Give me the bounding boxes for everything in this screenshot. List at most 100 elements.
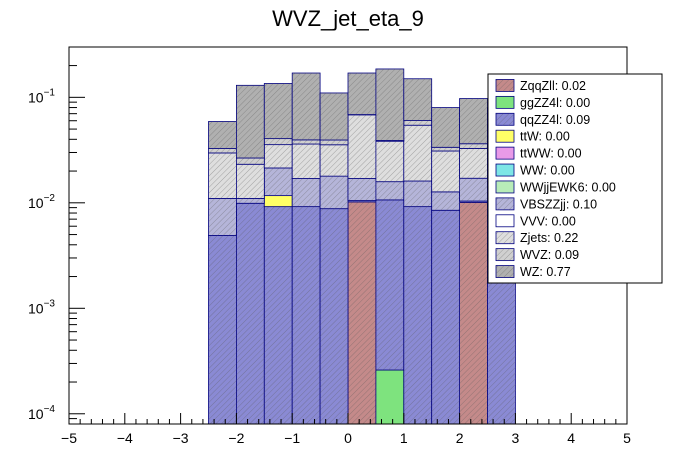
bar-hatch: [264, 138, 293, 145]
bar-hatch: [236, 164, 265, 199]
bar-fill: [375, 369, 405, 425]
x-tick-label: 4: [567, 430, 575, 446]
bar-wvz-bin-1: [235, 157, 265, 165]
legend-box: [487, 73, 663, 284]
bar-hatch: [403, 120, 432, 126]
bar-wz-bin-9: [459, 98, 488, 145]
bar-wvz-bin-7: [403, 120, 433, 126]
bar-zjets-bin-2: [263, 144, 293, 169]
bar-wz-bin-1: [235, 84, 265, 159]
bar-hatch: [320, 208, 348, 424]
legend-swatch: [495, 129, 515, 143]
legend-label: ttWW: 0.00: [520, 147, 582, 161]
legend-entry: WW: 0.00: [495, 163, 575, 178]
bar-hatch: [348, 201, 376, 424]
y-tick-label: 10−3: [28, 298, 55, 316]
legend-entry: ggZZ4l: 0.00: [495, 95, 590, 110]
legend-swatch: [495, 214, 515, 228]
legend-label: VVV: 0.00: [520, 214, 576, 228]
legend-label: qqZZ4l: 0.09: [520, 113, 590, 127]
legend-entry: ZqqZll: 0.02: [495, 79, 586, 93]
bar-qqzz4l-bin-7: [403, 206, 433, 425]
bar-hatch: [208, 198, 237, 236]
bar-hatch: [431, 150, 460, 192]
bar-hatch: [403, 206, 432, 424]
bar-hatch: [208, 148, 237, 153]
bar-hatch: [459, 178, 488, 202]
bar-wz-bin-3: [291, 72, 321, 141]
bar-wvz-bin-8: [431, 146, 461, 152]
legend-swatch-hatch: [496, 197, 514, 210]
bar-vbszzjj-bin-6: [375, 181, 405, 201]
bar-wz-bin-2: [263, 83, 293, 140]
bar-vbszzjj-bin-7: [403, 180, 433, 208]
bar-qqzz4l-bin-4: [319, 208, 349, 425]
x-tick-label: −2: [228, 430, 244, 446]
bar-vbszzjj-bin-8: [431, 191, 461, 211]
bar-hatch: [459, 148, 488, 179]
bar-hatch: [403, 125, 432, 181]
bar-hatch: [292, 144, 321, 179]
bar-hatch: [375, 199, 404, 371]
legend-label: WVZ: 0.09: [520, 248, 579, 262]
bar-qqzz4l-bin-1: [235, 202, 265, 425]
bar-hatch: [320, 92, 348, 140]
legend-entry: VVV: 0.00: [495, 214, 576, 228]
bar-zjets-bin-4: [319, 144, 349, 177]
bar-wz-bin-6: [375, 68, 405, 141]
legend-entry: qqZZ4l: 0.09: [495, 113, 590, 127]
bar-hatch: [459, 202, 488, 424]
legend-entry: WVZ: 0.09: [495, 248, 579, 262]
bar-wvz-bin-9: [459, 143, 488, 149]
x-tick-label: −4: [117, 430, 133, 446]
legend-swatch: [495, 180, 515, 194]
bar-qqzz4l-bin-6: [375, 199, 405, 371]
bar-zjets-bin-8: [431, 150, 461, 193]
bar-vbszzjj-bin-9: [459, 177, 488, 202]
bar-hatch: [208, 152, 237, 199]
legend-label: ggZZ4l: 0.00: [520, 96, 590, 110]
bar-qqzz4l-bin-3: [291, 206, 321, 425]
bar-zjets-bin-6: [375, 140, 405, 183]
bar-vbszzjj-bin-5: [347, 178, 377, 201]
bar-hatch: [320, 144, 348, 177]
y-tick-label: 10−2: [28, 193, 55, 211]
bar-zjets-bin-5: [347, 114, 377, 179]
bar-qqzz4l-bin-2: [263, 206, 293, 425]
bar-hatch: [264, 83, 293, 139]
bar-wvz-bin-4: [319, 139, 349, 146]
bar-hatch: [348, 178, 376, 201]
bar-hatch: [431, 147, 460, 151]
legend-label: ZqqZll: 0.02: [520, 79, 586, 93]
bar-hatch: [236, 85, 265, 158]
legend-swatch: [495, 163, 515, 177]
bar-vbszzjj-bin-4: [319, 175, 349, 210]
x-tick-label: 5: [623, 430, 631, 446]
bar-zjets-bin-9: [459, 147, 488, 179]
bar-zjets-bin-1: [235, 163, 265, 199]
legend-entry: ttW: 0.00: [495, 129, 570, 144]
legend-label: WW: 0.00: [520, 164, 575, 178]
bar-wvz-bin-0: [208, 148, 237, 154]
bar-wz-bin-8: [431, 107, 461, 148]
bar-ttw-bin-2: [263, 195, 293, 208]
x-tick-label: 1: [400, 430, 408, 446]
legend-swatch: [495, 95, 515, 109]
bar-hatch: [236, 198, 265, 204]
bar-ggzz4l-bin-6: [375, 369, 405, 425]
x-tick-label: −1: [284, 430, 300, 446]
bar-hatch: [264, 144, 293, 168]
bar-hatch: [320, 139, 348, 145]
bar-hatch: [459, 143, 488, 149]
bar-hatch: [236, 157, 265, 165]
bar-hatch: [348, 114, 376, 179]
legend-label: ttW: 0.00: [520, 130, 570, 144]
bar-qqzz4l-bin-0: [208, 235, 237, 425]
bar-hatch: [264, 167, 293, 196]
bar-hatch: [431, 210, 460, 424]
legend-entry: VBSZZjj: 0.10: [495, 197, 597, 211]
legend-entry: WWjjEWK6: 0.00: [495, 180, 616, 194]
bar-hatch: [292, 139, 321, 145]
bar-wz-bin-0: [208, 121, 237, 149]
